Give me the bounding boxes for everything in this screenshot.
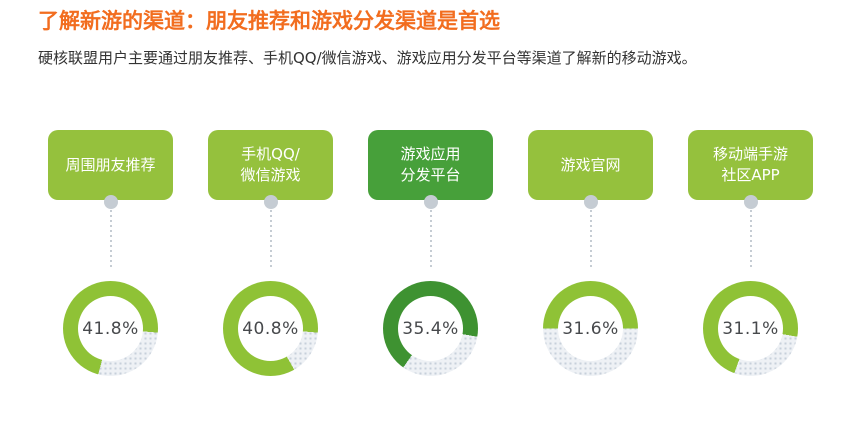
donut-value-label: 31.1%	[722, 318, 779, 339]
connector-line	[589, 210, 592, 270]
channels-row: 周围朋友推荐 41.8% 手机QQ/微信游戏 40.8% 游戏应用 分发平台 35.4% 游戏…	[48, 130, 813, 376]
connector-dot	[423, 195, 438, 209]
connector-dot	[103, 195, 118, 209]
connector-line	[109, 210, 112, 270]
connector-line	[429, 210, 432, 270]
donut-value-label: 31.6%	[562, 318, 619, 339]
connector-dot	[743, 195, 758, 209]
donut-chart: 31.1%	[703, 281, 798, 376]
donut-hole: 40.8%	[238, 296, 303, 361]
channel-column: 周围朋友推荐 41.8%	[48, 130, 173, 376]
channel-label-line: 游戏官网	[560, 155, 621, 174]
donut-chart: 31.6%	[543, 281, 638, 376]
channel-label-box: 游戏官网	[528, 130, 653, 200]
page-subtitle: 硬核联盟用户主要通过朋友推荐、手机QQ/微信游戏、游戏应用分发平台等渠道了解新的…	[38, 49, 697, 67]
donut-hole: 35.4%	[398, 296, 463, 361]
donut-value-label: 35.4%	[402, 318, 459, 339]
connector-dot	[583, 195, 598, 209]
channel-label-line: 移动端手游	[712, 145, 788, 163]
donut-value-label: 41.8%	[82, 318, 139, 339]
donut-chart: 41.8%	[63, 281, 158, 376]
connector-dot	[263, 195, 278, 209]
channel-label-line: 社区APP	[721, 166, 780, 184]
channel-label-box: 手机QQ/微信游戏	[208, 130, 333, 200]
channel-label-line: 手机QQ/	[241, 145, 300, 163]
channel-label-box: 周围朋友推荐	[48, 130, 173, 200]
donut-hole: 41.8%	[78, 296, 143, 361]
channel-label-box: 游戏应用 分发平台	[368, 130, 493, 200]
page-title: 了解新游的渠道：朋友推荐和游戏分发渠道是首选	[38, 9, 500, 33]
channel-column: 游戏应用分发平台 35.4%	[368, 130, 493, 376]
channel-column: 移动端手游社区APP 31.1%	[688, 130, 813, 376]
donut-value-label: 40.8%	[242, 318, 299, 339]
donut-hole: 31.1%	[718, 296, 783, 361]
channel-column: 游戏官网 31.6%	[528, 130, 653, 376]
channel-label-line: 周围朋友推荐	[65, 155, 156, 174]
donut-chart: 35.4%	[383, 281, 478, 376]
channel-column: 手机QQ/微信游戏 40.8%	[208, 130, 333, 376]
connector-line	[749, 210, 752, 270]
connector-line	[269, 210, 272, 270]
donut-chart: 40.8%	[223, 281, 318, 376]
donut-hole: 31.6%	[558, 296, 623, 361]
channel-label-line: 分发平台	[400, 166, 461, 184]
channel-label-line: 游戏应用	[400, 145, 461, 163]
channel-label-box: 移动端手游社区APP	[688, 130, 813, 200]
channel-label-line: 微信游戏	[240, 166, 301, 184]
